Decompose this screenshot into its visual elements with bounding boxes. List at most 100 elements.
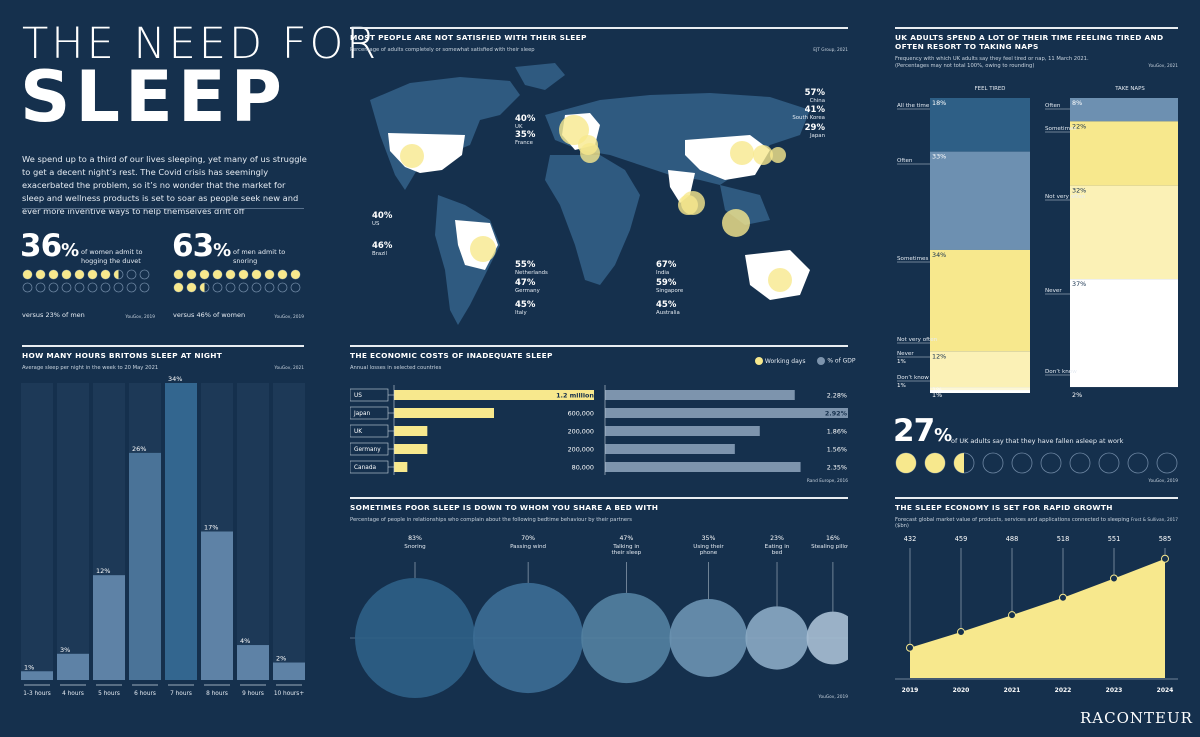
tired-title: UK adults spend a lot of their time feel… bbox=[895, 33, 1164, 51]
country-name: US bbox=[372, 221, 380, 227]
country-pct: 40% bbox=[372, 211, 393, 221]
asleep-dot-row bbox=[895, 452, 1185, 485]
duvet-pct: 36% bbox=[20, 228, 79, 264]
dot-filled bbox=[174, 283, 183, 292]
econ-source: Rand Europe, 2016 bbox=[806, 479, 848, 484]
bed-bubble bbox=[355, 578, 475, 698]
hours-source: YouGov, 2021 bbox=[274, 366, 304, 371]
econ-gdp-label: 2.35% bbox=[827, 464, 847, 472]
tired-source: YouGov, 2021 bbox=[1148, 64, 1178, 69]
country-pct: 29% bbox=[805, 123, 826, 133]
dot-outline bbox=[48, 282, 59, 293]
country-pct: 45% bbox=[656, 300, 677, 310]
africa-shape bbox=[545, 155, 640, 285]
country-name: South Korea bbox=[792, 115, 825, 121]
asleep-text: of UK adults say that they have fallen a… bbox=[951, 437, 1124, 445]
snoring-text: of men admit to snoring bbox=[233, 248, 286, 265]
bed-category-label: Passing wind bbox=[510, 544, 546, 550]
economy-point bbox=[957, 628, 965, 637]
hours-bar bbox=[273, 662, 305, 680]
stack-pct: 18% bbox=[932, 99, 946, 107]
hours-sub: Average sleep per night in the week to 2… bbox=[22, 365, 159, 371]
hours-bg-column bbox=[57, 383, 89, 680]
bed-bubble bbox=[581, 592, 672, 684]
hours-bg-column bbox=[237, 383, 269, 680]
dot-filled bbox=[187, 283, 196, 292]
stack-pct: 2% bbox=[1072, 391, 1082, 399]
asleep-pct: 27% bbox=[893, 413, 952, 449]
snoring-source: YouGov, 2019 bbox=[274, 315, 304, 320]
satisfied-sub: Percentage of adults completely or somew… bbox=[350, 47, 535, 53]
bed-pct-label: 23% bbox=[770, 535, 784, 542]
satisfied-rule bbox=[350, 27, 848, 29]
country-pct: 40% bbox=[515, 114, 536, 124]
country-pct: 59% bbox=[656, 278, 677, 288]
hours-bar-label: 3% bbox=[60, 646, 70, 654]
bed-category-label: Talking in bbox=[612, 544, 640, 550]
map-bubble bbox=[722, 209, 750, 237]
econ-days-bar bbox=[394, 462, 408, 472]
econ-country-label: Japan bbox=[353, 411, 370, 417]
econ-days-label: 200,000 bbox=[568, 428, 594, 436]
dot-filled bbox=[88, 270, 97, 279]
econ-days-bar bbox=[394, 426, 428, 436]
dot-filled bbox=[101, 270, 110, 279]
hours-category-label: 9 hours bbox=[242, 691, 264, 697]
country-pct: 57% bbox=[805, 88, 826, 98]
map-bubble bbox=[470, 236, 496, 262]
econ-country-label: US bbox=[354, 393, 362, 399]
bed-category-label: Snoring bbox=[404, 544, 426, 550]
bed-rule bbox=[350, 497, 848, 499]
econ-gdp-bar bbox=[605, 390, 795, 400]
stack-segment bbox=[930, 151, 1030, 250]
economy-value-label: 551 bbox=[1108, 535, 1121, 543]
satisfied-source: EJT Group, 2021 bbox=[813, 48, 848, 53]
economy-source: Frost & Sullivan, 2017 bbox=[1130, 518, 1178, 523]
intro-text: We spend up to a third of our lives slee… bbox=[22, 154, 307, 216]
economy-year-label: 2022 bbox=[1055, 687, 1072, 694]
country-pct: 45% bbox=[515, 300, 536, 310]
country-name: Netherlands bbox=[515, 270, 548, 276]
dot-outline bbox=[238, 282, 249, 293]
hours-rule bbox=[22, 345, 304, 347]
dot-filled bbox=[291, 270, 300, 279]
hours-bar-label: 1% bbox=[24, 663, 34, 671]
econ-sub: Annual losses in selected countries bbox=[350, 365, 442, 371]
dot-filled bbox=[252, 270, 261, 279]
stack-segment bbox=[1070, 279, 1178, 388]
tired-category-label: Sometimes bbox=[897, 256, 929, 262]
hours-bar bbox=[129, 452, 161, 680]
bed-category-label: their sleep bbox=[611, 550, 641, 556]
asleep-source: YouGov, 2019 bbox=[1148, 479, 1178, 484]
dot-filled bbox=[187, 270, 196, 279]
bed-category-label: phone bbox=[700, 550, 718, 556]
stack-segment bbox=[1070, 387, 1178, 393]
dot-outline bbox=[126, 282, 137, 293]
dot-outline bbox=[87, 282, 98, 293]
economy-point bbox=[1059, 593, 1067, 602]
econ-days-label: 80,000 bbox=[572, 464, 594, 472]
map-bubble bbox=[580, 143, 600, 163]
duvet-source: YouGov, 2019 bbox=[125, 315, 155, 320]
dot-outline bbox=[126, 269, 137, 280]
tired-sub1: Frequency with which UK adults say they … bbox=[895, 56, 1089, 62]
dot-outline bbox=[100, 282, 111, 293]
naps-category-label: Never bbox=[1045, 288, 1062, 294]
dot-outline bbox=[1011, 452, 1033, 474]
bed-chart: 83% Snoring 70% Passing wind 47% Talking inth… bbox=[350, 535, 848, 698]
hours-category-label: 5 hours bbox=[98, 691, 120, 697]
map-bubble bbox=[770, 147, 786, 163]
snoring-pct: 63% bbox=[172, 228, 231, 264]
country-name: France bbox=[515, 140, 534, 146]
map-bubble bbox=[678, 195, 698, 215]
economy-point bbox=[1110, 574, 1118, 583]
dot-filled bbox=[265, 270, 274, 279]
bed-category-label: Eating in bbox=[765, 544, 790, 550]
hours-bar-label: 4% bbox=[240, 637, 250, 645]
dot-half bbox=[954, 453, 964, 473]
hours-category-label: 4 hours bbox=[62, 691, 84, 697]
economy-point bbox=[906, 643, 914, 652]
country-pct: 35% bbox=[515, 130, 536, 140]
econ-days-bar bbox=[394, 444, 428, 454]
duvet-dot-grid bbox=[22, 269, 162, 299]
